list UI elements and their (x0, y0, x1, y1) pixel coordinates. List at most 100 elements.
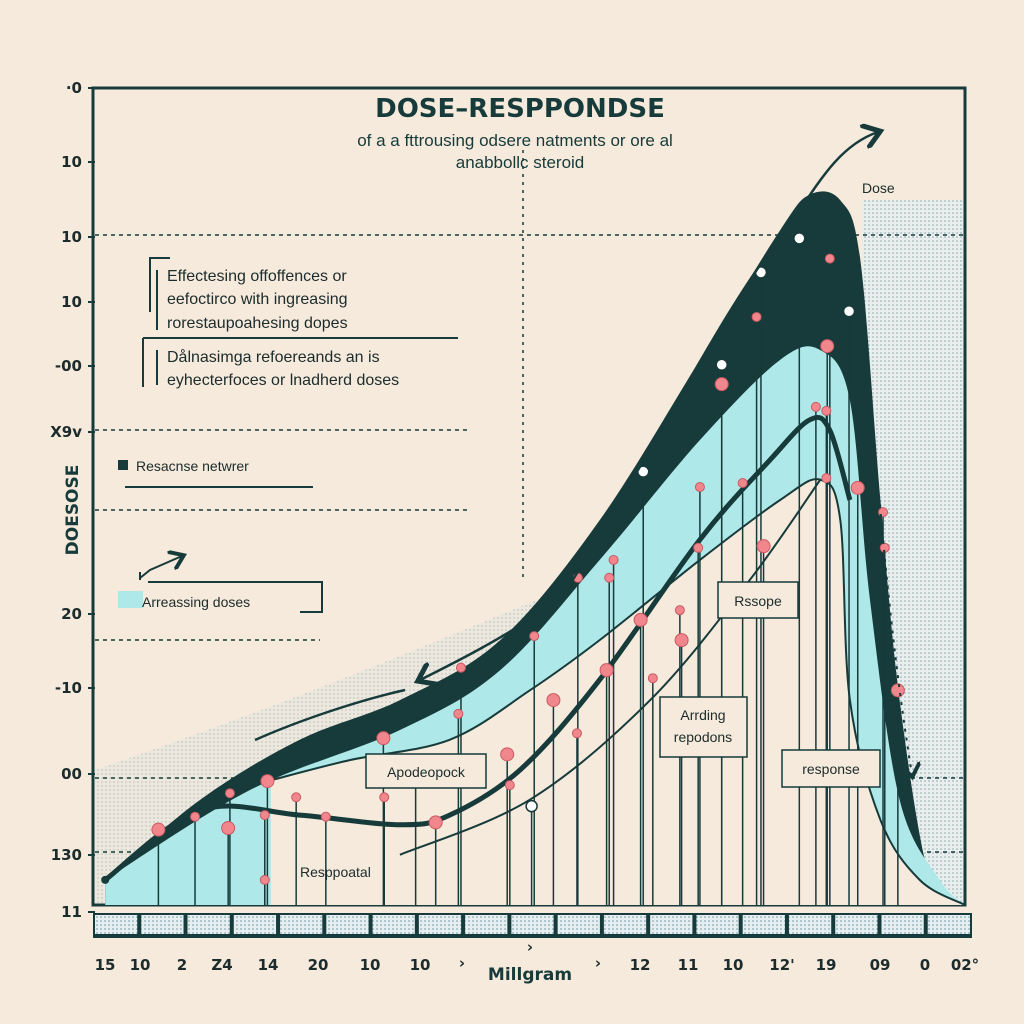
data-point (756, 539, 771, 554)
x-axis-cell (742, 915, 785, 934)
x-tick-label: 19 (816, 956, 837, 974)
chart-subtitle-line2: anabbollc steroid (456, 153, 585, 172)
data-point (647, 673, 658, 684)
data-point (633, 612, 648, 627)
response-line (103, 414, 853, 882)
x-axis-cell (418, 915, 462, 934)
x-tick-label: › (459, 954, 465, 972)
x-axis-cell (511, 915, 554, 934)
y-tick-label: X9v (50, 423, 82, 441)
x-tick-label: › (595, 954, 601, 972)
data-point (428, 815, 443, 830)
y-tick-label: 00 (61, 765, 82, 783)
data-point (529, 631, 540, 642)
data-point (714, 377, 729, 392)
data-point (221, 821, 236, 836)
y-tick-label: 130 (51, 846, 82, 864)
x-tick-labels: 15 10 2 Z4 14 20 10 10 › › › 12 11 10 12' 19 09 0 02° (95, 938, 980, 974)
x-axis-cell (557, 915, 600, 934)
annotation-arrding: Arrding (680, 707, 725, 723)
x-axis-cell (788, 915, 832, 934)
x-tick-label: 11 (678, 956, 699, 974)
x-tick-label: Z4 (211, 956, 232, 974)
x-tick-label: 10 (723, 956, 744, 974)
x-axis-cell (696, 915, 739, 934)
x-tick-label: 15 (95, 956, 116, 974)
data-point (504, 780, 515, 791)
y-tick-label: -10 (55, 679, 82, 697)
annotation-repodons: repodons (674, 729, 732, 745)
note-line: Effectesing offoffences or (167, 268, 347, 285)
x-axis-cell (465, 915, 508, 934)
legend: Resacnse netwrer Arreassing doses (118, 458, 323, 613)
lower-response-line (399, 479, 822, 856)
x-axis-cell (187, 915, 230, 934)
x-tick-label: 2 (177, 956, 187, 974)
x-axis-cell (95, 915, 138, 934)
y-tick-labels: ·0 10 10 10 -00 X9v 20 -10 00 130 11 (50, 79, 95, 921)
x-tick-label: 14 (258, 956, 279, 974)
x-tick-label: 09 (870, 956, 891, 974)
x-tick-label: 10 (410, 956, 431, 974)
x-tick-label: 12' (769, 956, 794, 974)
falling-arrow-left (420, 598, 561, 680)
legend-label: Resacnse netwrer (136, 458, 249, 474)
data-point (694, 482, 705, 493)
data-point (599, 663, 614, 678)
x-axis-cell (927, 915, 970, 934)
chart-title: DOSE–RESPPONDSE (375, 94, 665, 124)
x-tick-label: 10 (360, 956, 381, 974)
y-tick-label: 11 (61, 903, 82, 921)
cyan-band-bottom-line (270, 478, 966, 906)
rising-arrow (558, 132, 878, 601)
data-point (674, 633, 689, 648)
annotation-rssope: Rssope (734, 593, 782, 609)
data-point (821, 473, 832, 484)
data-point (151, 822, 166, 837)
x-tick-label: 0 (920, 956, 930, 974)
x-tick-label: 12 (630, 956, 651, 974)
data-point (824, 253, 835, 264)
y-tick-label: 20 (61, 605, 82, 623)
open-data-point (793, 232, 806, 245)
open-data-point (842, 305, 856, 318)
x-axis-cell (603, 915, 647, 934)
y-tick-label: 10 (61, 153, 82, 171)
annotation-response: response (802, 761, 860, 777)
data-point (604, 572, 615, 583)
data-point (674, 605, 685, 616)
data-point (820, 339, 835, 354)
note-line: Dålnasimga refoereands an is (167, 348, 380, 366)
data-point (379, 792, 390, 803)
curve-start-point (101, 875, 110, 884)
y-tick-label: -00 (55, 357, 82, 375)
data-point (821, 405, 832, 416)
x-axis-cell (326, 915, 369, 934)
legend-swatch-cyan (118, 591, 143, 608)
lower-arrow (254, 688, 406, 742)
markers (151, 232, 905, 885)
data-point (878, 507, 889, 518)
annotation-apodeopock: Apodeopock (387, 764, 466, 780)
note-line: rorestaupoahesing dopes (167, 315, 348, 332)
data-point (455, 662, 466, 673)
x-tick-label: 20 (308, 956, 329, 974)
data-point (571, 728, 582, 739)
y-tick-label: ·0 (66, 79, 82, 97)
legend-label: Arreassing doses (142, 594, 250, 610)
data-point (320, 811, 331, 822)
data-point (737, 477, 748, 488)
data-point (890, 683, 905, 698)
data-point (260, 774, 275, 789)
data-point (259, 874, 270, 885)
x-tick-label: › (527, 938, 533, 956)
data-point (224, 788, 235, 799)
data-point (291, 792, 302, 803)
data-point (259, 810, 270, 821)
x-axis-cell (835, 915, 878, 934)
y-axis-label: DOESOSE (63, 465, 83, 556)
data-point (500, 747, 515, 762)
x-axis-cell (141, 915, 184, 934)
data-point (751, 311, 762, 322)
chart-subtitle-line1: of a a fttrousing odsere natments or ore… (357, 131, 673, 150)
